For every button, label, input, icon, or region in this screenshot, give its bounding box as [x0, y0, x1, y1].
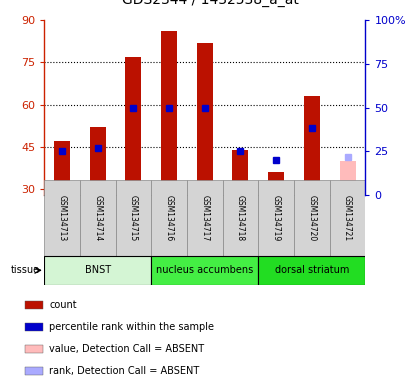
Text: rank, Detection Call = ABSENT: rank, Detection Call = ABSENT	[49, 366, 200, 376]
Bar	[25, 345, 43, 353]
Text: dorsal striatum: dorsal striatum	[275, 265, 349, 275]
Polygon shape	[116, 180, 151, 256]
Bar	[25, 301, 43, 308]
Bar	[125, 57, 142, 195]
Bar	[197, 43, 213, 195]
Text: GSM134718: GSM134718	[236, 195, 245, 241]
Text: value, Detection Call = ABSENT: value, Detection Call = ABSENT	[49, 344, 204, 354]
Bar	[161, 31, 177, 195]
Text: GSM134714: GSM134714	[93, 195, 102, 241]
Text: GSM134716: GSM134716	[165, 195, 173, 241]
Text: GSM134720: GSM134720	[307, 195, 316, 241]
Text: BNST: BNST	[84, 265, 111, 275]
Bar	[44, 256, 151, 285]
Bar	[151, 256, 258, 285]
Bar	[54, 141, 70, 195]
Polygon shape	[223, 180, 258, 256]
Bar	[304, 96, 320, 195]
Bar	[339, 161, 356, 195]
Text: tissue: tissue	[11, 265, 40, 275]
Text: GSM134713: GSM134713	[58, 195, 66, 241]
Polygon shape	[80, 180, 116, 256]
Text: GSM134715: GSM134715	[129, 195, 138, 241]
Text: nucleus accumbens: nucleus accumbens	[156, 265, 253, 275]
Polygon shape	[187, 180, 223, 256]
Text: GSM134721: GSM134721	[343, 195, 352, 241]
Text: GSM134719: GSM134719	[272, 195, 281, 241]
Text: GDS2344 / 1432538_a_at: GDS2344 / 1432538_a_at	[121, 0, 299, 7]
Polygon shape	[44, 180, 80, 256]
Bar	[258, 256, 365, 285]
Polygon shape	[294, 180, 330, 256]
Text: percentile rank within the sample: percentile rank within the sample	[49, 322, 214, 332]
Bar	[25, 323, 43, 331]
Bar	[232, 150, 249, 195]
Polygon shape	[330, 180, 365, 256]
Text: count: count	[49, 300, 77, 310]
Bar	[268, 172, 284, 195]
Bar	[89, 127, 106, 195]
Polygon shape	[151, 180, 187, 256]
Bar	[25, 367, 43, 375]
Polygon shape	[258, 180, 294, 256]
Text: GSM134717: GSM134717	[200, 195, 209, 241]
